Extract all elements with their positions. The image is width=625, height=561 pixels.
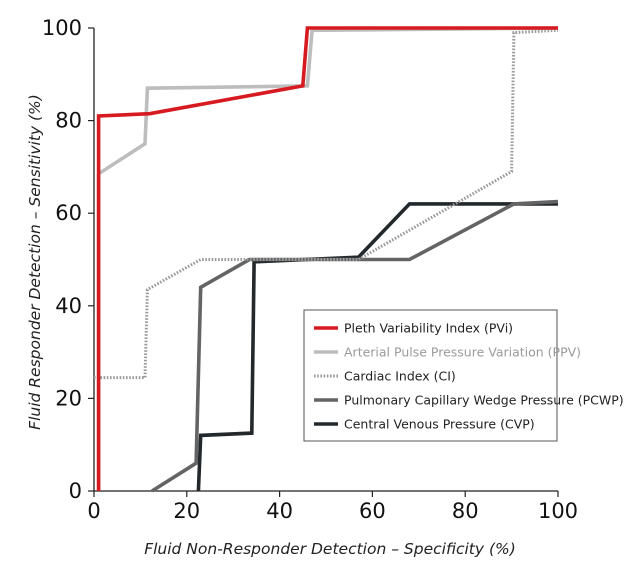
- y-tick-label: 0: [69, 479, 82, 503]
- x-axis-title: Fluid Non-Responder Detection – Specific…: [144, 540, 516, 558]
- legend-label-pcwp: Pulmonary Capillary Wedge Pressure (PCWP…: [344, 393, 624, 408]
- y-axis-title: Fluid Responder Detection – Sensitivity …: [26, 94, 44, 430]
- series-line-cvp: [196, 202, 558, 492]
- tick-layer: 0 20 40 60 80 100 0 20 40 60 80 100: [42, 16, 578, 523]
- x-tick-label: 0: [87, 499, 100, 523]
- series-line-ci: [94, 28, 559, 380]
- y-tick-label: 80: [55, 109, 82, 133]
- series-layer: [94, 26, 559, 493]
- x-tick-label: 80: [452, 499, 479, 523]
- legend-box: [303, 309, 558, 442]
- axes: [93, 28, 558, 492]
- legend-label-ci: Cardiac Index (CI): [344, 369, 456, 384]
- series-line-pcwp: [151, 199, 559, 493]
- series-line-pvi: [96, 26, 558, 491]
- y-tick-label: 40: [55, 294, 82, 318]
- legend-label-pvi: Pleth Variability Index (PVi): [344, 321, 513, 336]
- x-tick-label: 100: [538, 499, 578, 523]
- legend-label-ppv: Arterial Pulse Pressure Variation (PPV): [344, 345, 581, 360]
- y-tick-label: 60: [55, 201, 82, 225]
- legend-label-cvp: Central Venous Pressure (CVP): [344, 417, 535, 432]
- x-tick-label: 60: [359, 499, 386, 523]
- legend: Pleth Variability Index (PVi) Arterial Pu…: [303, 309, 624, 442]
- x-tick-label: 20: [173, 499, 200, 523]
- y-tick-label: 100: [42, 16, 82, 40]
- x-tick-label: 40: [266, 499, 293, 523]
- y-tick-label: 20: [55, 386, 82, 410]
